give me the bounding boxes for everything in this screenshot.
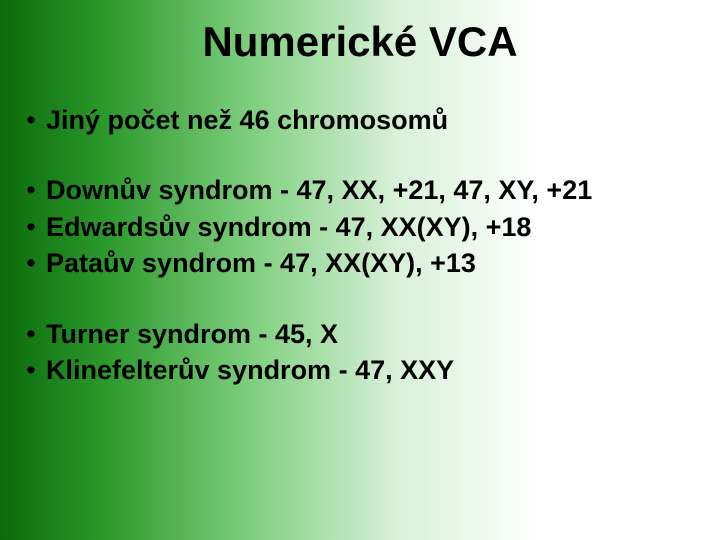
list-item: • Jiný počet než 46 chromosomů [16, 102, 704, 138]
slide-title: Numerické VCA [16, 18, 704, 66]
list-item: • Turner syndrom - 45, X [16, 316, 704, 352]
list-item: • Pataův syndrom - 47, XX(XY), +13 [16, 245, 704, 281]
list-item-text: Downův syndrom - 47, XX, +21, 47, XY, +2… [46, 172, 704, 208]
list-item: • Edwardsův syndrom - 47, XX(XY), +18 [16, 209, 704, 245]
group-intro: • Jiný počet než 46 chromosomů [16, 102, 704, 138]
list-item-text: Turner syndrom - 45, X [46, 316, 704, 352]
bullet-icon: • [16, 172, 46, 208]
bullet-icon: • [16, 209, 46, 245]
group-autosomal: • Downův syndrom - 47, XX, +21, 47, XY, … [16, 172, 704, 281]
list-item: • Klinefelterův syndrom - 47, XXY [16, 352, 704, 388]
list-item-text: Jiný počet než 46 chromosomů [46, 102, 704, 138]
list-item-text: Klinefelterův syndrom - 47, XXY [46, 352, 704, 388]
group-gonosomal: • Turner syndrom - 45, X • Klinefelterův… [16, 316, 704, 389]
list-item-text: Edwardsův syndrom - 47, XX(XY), +18 [46, 209, 704, 245]
slide: Numerické VCA • Jiný počet než 46 chromo… [0, 0, 720, 540]
bullet-icon: • [16, 352, 46, 388]
list-item-text: Pataův syndrom - 47, XX(XY), +13 [46, 245, 704, 281]
bullet-icon: • [16, 245, 46, 281]
bullet-icon: • [16, 316, 46, 352]
bullet-icon: • [16, 102, 46, 138]
list-item: • Downův syndrom - 47, XX, +21, 47, XY, … [16, 172, 704, 208]
